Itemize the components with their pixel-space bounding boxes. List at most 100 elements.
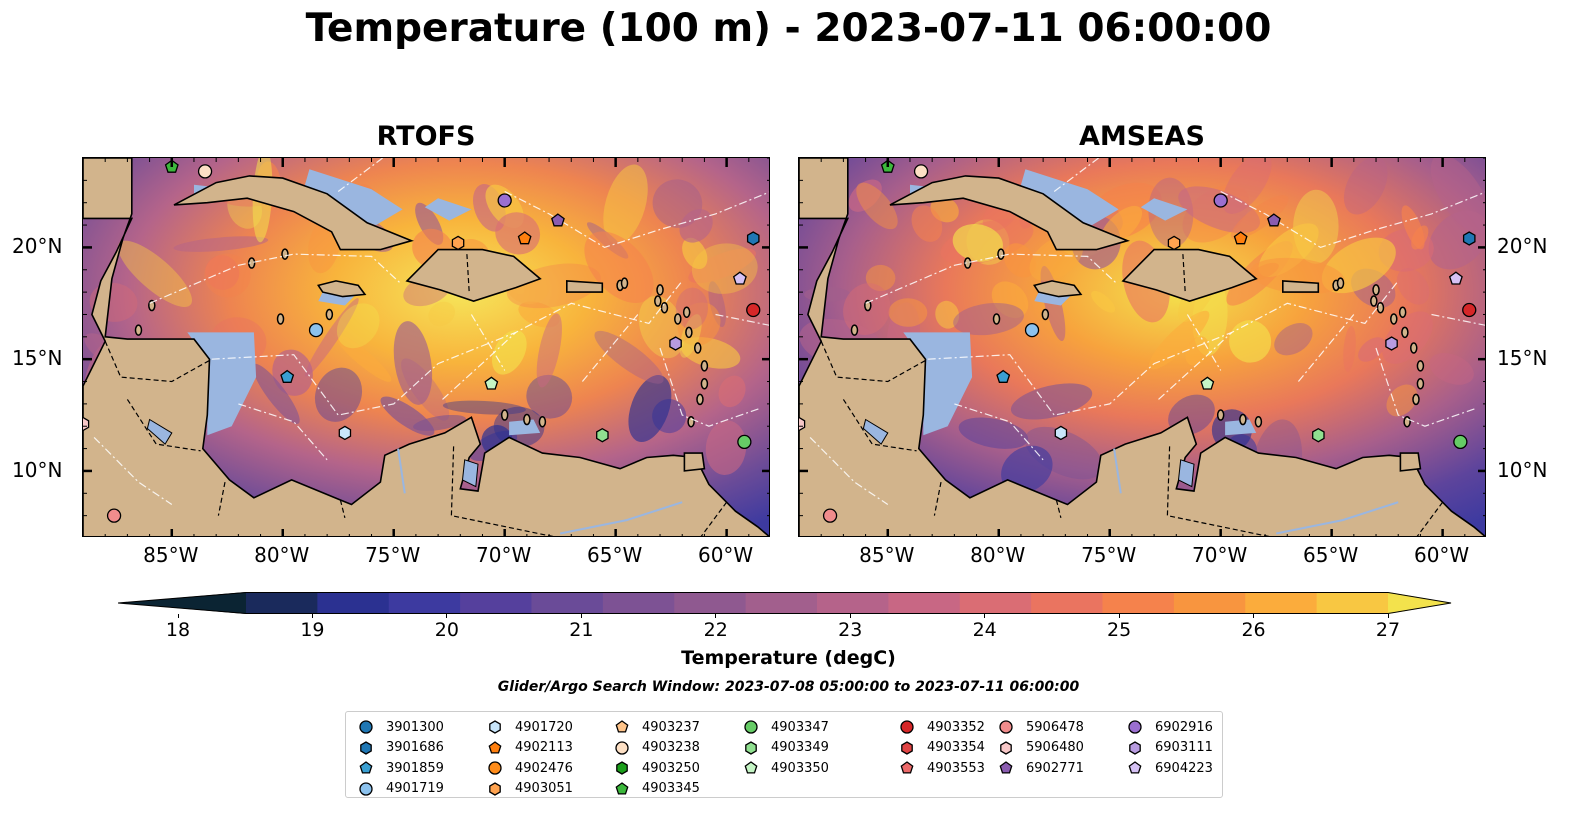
shallow-shelf	[509, 419, 541, 436]
float-marker-6902771[interactable]	[551, 213, 565, 227]
small-island	[1254, 416, 1263, 428]
float-marker-4902113[interactable]	[517, 231, 532, 245]
float-marker-6904223[interactable]	[1448, 271, 1463, 285]
float-marker-6902916[interactable]	[1213, 193, 1228, 208]
hexagon-marker-icon	[616, 761, 628, 776]
float-marker-5906478[interactable]	[822, 508, 838, 523]
legend-item-3901300: 3901300	[358, 717, 444, 738]
colorbar-segment	[1102, 592, 1175, 614]
float-marker-4903349[interactable]	[1312, 427, 1325, 443]
legend-item-4901720: 4901720	[487, 717, 573, 738]
colorbar-tick-label: 20	[434, 619, 459, 641]
pentagon-marker-icon	[359, 761, 373, 774]
eez-boundary	[581, 314, 639, 382]
legend-label: 4903238	[642, 740, 700, 756]
float-marker-5906480[interactable]	[799, 416, 806, 432]
legend-label: 3901300	[386, 719, 444, 735]
float-marker-4903349[interactable]	[596, 427, 609, 443]
eez-boundary	[1431, 313, 1485, 326]
small-island	[682, 306, 691, 318]
land-jamaica	[1033, 280, 1083, 298]
small-island	[1336, 277, 1345, 289]
float-marker-6902916[interactable]	[497, 193, 512, 208]
float-marker-3901686[interactable]	[1462, 231, 1476, 246]
float-marker-4903347[interactable]	[737, 434, 752, 450]
legend-label: 4903347	[771, 719, 829, 735]
float-marker-3901686[interactable]	[746, 231, 760, 246]
small-island	[992, 313, 1001, 325]
pentagon-marker-icon	[1128, 761, 1142, 774]
border-line	[466, 254, 470, 293]
legend-item-5906480: 5906480	[998, 738, 1084, 759]
legend-label: 4903345	[642, 781, 700, 797]
legend-label: 4903553	[927, 760, 985, 776]
eez-boundary	[809, 436, 889, 505]
legend-item-3901686: 3901686	[358, 738, 444, 759]
float-marker-4903051[interactable]	[1167, 235, 1181, 251]
float-marker-5906480[interactable]	[83, 416, 90, 432]
float-marker-3901859[interactable]	[280, 369, 295, 383]
float-marker-5906478[interactable]	[106, 508, 122, 523]
legend-label: 4901719	[386, 781, 444, 797]
legend-label: 6904223	[1155, 760, 1213, 776]
float-marker-4903238[interactable]	[913, 164, 929, 179]
eez-boundary	[238, 403, 328, 461]
eez-boundary	[1297, 314, 1355, 382]
legend-item-4902476: 4902476	[487, 758, 573, 779]
small-island	[694, 342, 702, 354]
shallow-shelf	[1016, 169, 1119, 226]
legend-label: 3901859	[386, 760, 444, 776]
circle-marker-icon	[359, 720, 373, 734]
circle-marker-icon	[359, 782, 373, 796]
float-marker-6903111[interactable]	[669, 336, 682, 351]
shallow-shelf	[1140, 198, 1188, 221]
float-marker-4903352[interactable]	[1462, 302, 1477, 318]
legend-label: 4903250	[642, 760, 700, 776]
legend-label: 4903349	[771, 740, 829, 756]
small-island	[620, 277, 629, 289]
lon-tick-label: 85°W	[859, 543, 915, 567]
legend-item-4903354: 4903354	[899, 738, 985, 759]
border-line	[820, 341, 928, 383]
float-marker-4901719[interactable]	[1024, 322, 1040, 338]
float-marker-4903238[interactable]	[197, 164, 213, 179]
small-island	[134, 324, 143, 336]
float-marker-4903347[interactable]	[1453, 434, 1468, 450]
legend-item-3901859: 3901859	[358, 758, 444, 779]
float-marker-4903051[interactable]	[451, 235, 465, 251]
legend-item-4903051: 4903051	[487, 779, 573, 800]
eez-boundary	[211, 280, 683, 416]
float-marker-4902113[interactable]	[1233, 231, 1248, 245]
float-marker-4901720[interactable]	[338, 425, 352, 441]
colorbar-label: Temperature (degC)	[681, 647, 896, 669]
float-marker-4901719[interactable]	[308, 322, 324, 338]
small-island	[1416, 378, 1425, 390]
float-marker-6904223[interactable]	[732, 271, 747, 285]
legend-label: 6902916	[1155, 719, 1213, 735]
pentagon-marker-icon	[615, 720, 629, 733]
float-marker-6903111[interactable]	[1385, 336, 1398, 351]
float-marker-4901720[interactable]	[1054, 425, 1068, 441]
legend-item-4903250: 4903250	[614, 758, 700, 779]
float-marker-4903350[interactable]	[484, 376, 499, 390]
small-island	[500, 409, 509, 421]
shallow-shelf	[300, 169, 403, 226]
lon-tick-label: 60°W	[1413, 543, 1470, 567]
eez-boundary	[337, 158, 383, 192]
float-marker-3901859[interactable]	[996, 369, 1011, 383]
lat-tick-label-right: 10°N	[1497, 457, 1548, 482]
pentagon-marker-icon	[744, 761, 758, 774]
hexagon-marker-icon	[489, 720, 501, 735]
lon-tick-label: 60°W	[697, 543, 754, 567]
border-line	[933, 481, 942, 516]
colorbar-tick-label: 26	[1241, 619, 1266, 641]
colorbar-segment	[745, 592, 818, 614]
eez-boundary	[93, 436, 173, 505]
shallow-shelf	[1225, 419, 1257, 436]
legend-item-4903345: 4903345	[614, 779, 700, 800]
float-marker-6902771[interactable]	[1267, 213, 1281, 227]
pentagon-marker-icon	[999, 761, 1013, 774]
eez-boundary	[470, 314, 506, 371]
float-marker-4903350[interactable]	[1200, 376, 1215, 390]
float-marker-4903352[interactable]	[746, 302, 761, 318]
